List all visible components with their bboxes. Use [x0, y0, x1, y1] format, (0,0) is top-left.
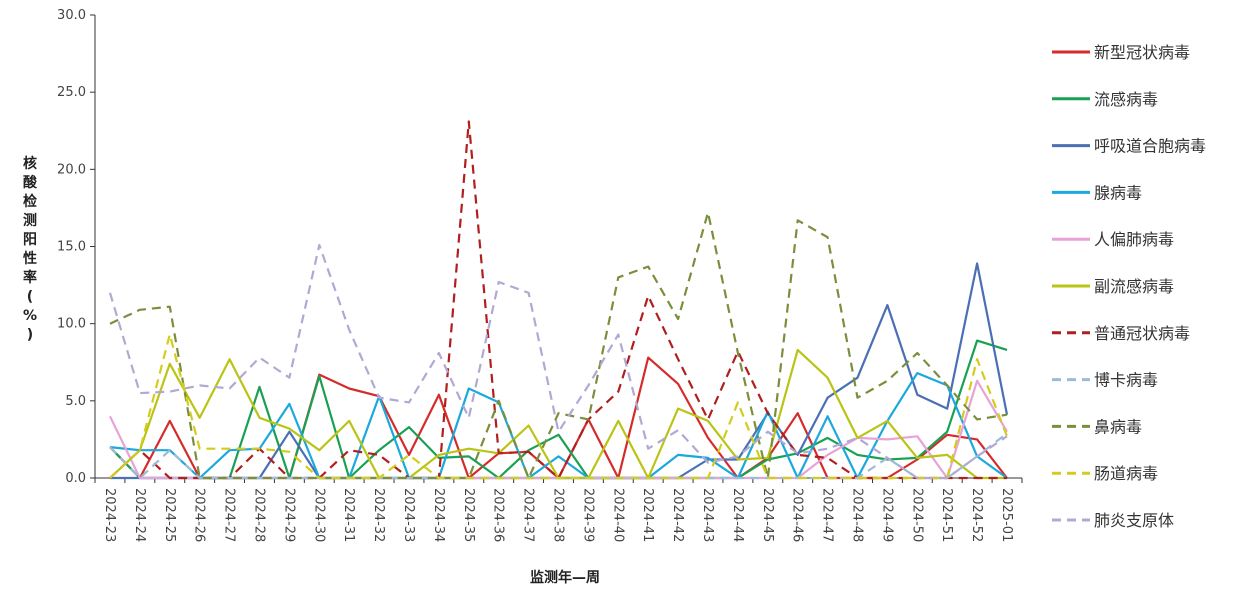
y-tick-label: 25.0 — [57, 85, 86, 100]
x-tick-label: 2024-42 — [670, 488, 685, 542]
series-lines — [108, 120, 1009, 480]
x-tick-label: 2024-49 — [879, 488, 894, 542]
x-tick-label: 2024-26 — [192, 488, 207, 542]
x-tick-label: 2024-30 — [311, 488, 326, 542]
x-tick-label: 2024-27 — [222, 488, 237, 542]
y-tick-label: 10.0 — [57, 317, 86, 332]
legend-label: 腺病毒 — [1094, 183, 1142, 202]
x-tick-label: 2025-01 — [999, 488, 1014, 542]
x-tick-label: 2024-48 — [850, 488, 865, 542]
y-axis: 0.0 5.0 10.0 15.0 20.0 25.0 30.0 — [57, 8, 96, 486]
legend-label: 呼吸道合胞病毒 — [1094, 137, 1206, 156]
x-tick-label: 2024-34 — [431, 488, 446, 542]
x-tick-label: 2024-23 — [102, 488, 117, 542]
x-axis-title: 监测年—周 — [530, 569, 600, 586]
legend-label: 副流感病毒 — [1094, 277, 1174, 296]
x-tick-label: 2024-24 — [132, 488, 147, 542]
x-tick-label: 2024-46 — [790, 488, 805, 542]
x-tick-label: 2024-25 — [162, 488, 177, 542]
x-tick-label: 2024-45 — [760, 488, 775, 542]
x-tick-label: 2024-31 — [341, 488, 356, 542]
legend-label: 新型冠状病毒 — [1094, 43, 1190, 62]
x-tick-label: 2024-44 — [730, 488, 745, 542]
legend-label: 博卡病毒 — [1094, 371, 1158, 390]
y-tick-label: 0.0 — [65, 471, 86, 486]
y-tick-label: 15.0 — [57, 240, 86, 255]
y-tick-label: 20.0 — [57, 162, 86, 177]
x-tick-label: 2024-38 — [551, 488, 566, 542]
series-line-8 — [109, 211, 1008, 480]
x-tick-label: 2024-41 — [640, 488, 655, 542]
series-line-6 — [109, 120, 1007, 480]
series-line-0 — [109, 356, 1008, 480]
x-tick-label: 2024-47 — [820, 488, 835, 542]
x-tick-label: 2024-33 — [401, 488, 416, 542]
x-tick-label: 2024-43 — [700, 488, 715, 542]
legend-label: 肺炎支原体 — [1094, 511, 1174, 530]
series-line-9 — [109, 333, 1009, 480]
x-tick-label: 2024-37 — [521, 488, 536, 542]
series-line-2 — [110, 262, 1009, 480]
series-line-1 — [109, 339, 1008, 480]
y-tick-label: 5.0 — [65, 394, 86, 409]
legend-label: 肠道病毒 — [1094, 464, 1158, 483]
x-tick-label: 2024-29 — [281, 488, 296, 542]
x-tick-label: 2024-36 — [491, 488, 506, 542]
y-tick-label: 30.0 — [57, 8, 86, 23]
x-tick-label: 2024-52 — [969, 488, 984, 542]
x-axis: 2024-23 2024-24 2024-25 2024-26 2024-27 2024-… — [94, 477, 1023, 542]
legend-label: 流感病毒 — [1094, 90, 1158, 109]
legend-label: 普通冠状病毒 — [1094, 324, 1190, 343]
legend-label: 鼻病毒 — [1094, 417, 1142, 436]
x-tick-label: 2024-51 — [939, 488, 954, 542]
x-tick-label: 2024-39 — [580, 488, 595, 542]
x-tick-label: 2024-28 — [251, 488, 266, 542]
legend-label: 人偏肺病毒 — [1094, 230, 1174, 249]
y-axis-title: 核酸检测阳性率(%) — [23, 155, 38, 343]
series-line-10 — [108, 243, 1008, 480]
x-tick-label: 2024-40 — [610, 488, 625, 542]
x-tick-label: 2024-50 — [909, 488, 924, 542]
legend: 新型冠状病毒流感病毒呼吸道合胞病毒腺病毒人偏肺病毒副流感病毒普通冠状病毒博卡病毒… — [1052, 43, 1206, 530]
x-tick-label: 2024-32 — [371, 488, 386, 542]
x-tick-label: 2024-35 — [461, 488, 476, 542]
